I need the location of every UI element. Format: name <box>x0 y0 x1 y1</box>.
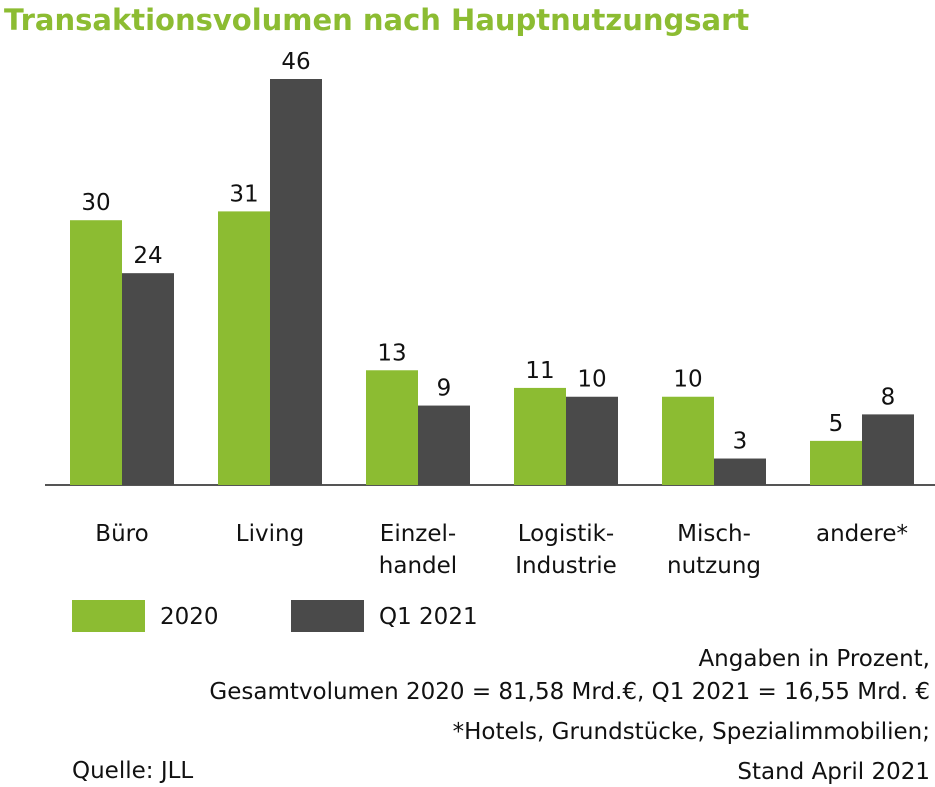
bar <box>366 370 418 485</box>
x-tick-label: Logistik- Industrie <box>515 521 617 579</box>
value-label: 46 <box>281 49 310 75</box>
legend-swatch <box>291 600 364 632</box>
chart-title: Transaktionsvolumen nach Hauptnutzungsar… <box>4 3 749 37</box>
legend-label: 2020 <box>160 604 219 630</box>
bar <box>218 211 270 486</box>
bar <box>70 220 122 485</box>
value-label: 10 <box>577 367 606 393</box>
bar <box>122 273 174 485</box>
value-label: 13 <box>377 340 406 366</box>
x-tick-label: Büro <box>95 521 149 547</box>
value-label: 5 <box>829 411 844 437</box>
x-tick-label: Living <box>235 521 305 547</box>
x-tick-label: Einzel- handel <box>378 521 458 579</box>
legend-label: Q1 2021 <box>379 604 478 630</box>
value-label: 10 <box>673 367 702 393</box>
note: Stand April 2021 <box>737 759 930 785</box>
value-label: 8 <box>881 384 896 410</box>
bar <box>714 458 766 485</box>
x-tick-label: andere* <box>815 521 909 547</box>
bar <box>566 396 618 485</box>
value-label: 11 <box>525 358 554 384</box>
note: Angaben in Prozent, <box>698 646 930 672</box>
source: Quelle: JLL <box>72 758 193 784</box>
bar <box>514 387 566 485</box>
bar <box>270 79 322 485</box>
bar <box>862 414 914 485</box>
bar <box>810 440 862 485</box>
bar <box>662 396 714 485</box>
legend-swatch <box>72 600 145 632</box>
note: *Hotels, Grundstücke, Spezialimmobilien; <box>453 719 930 745</box>
value-label: 9 <box>437 376 452 402</box>
value-label: 3 <box>733 429 748 455</box>
bar <box>418 405 470 485</box>
value-label: 24 <box>133 243 162 269</box>
value-label: 31 <box>229 181 258 207</box>
note: Gesamtvolumen 2020 = 81,58 Mrd.€, Q1 202… <box>209 679 930 705</box>
x-tick-label: Misch- nutzung <box>667 521 761 579</box>
value-label: 30 <box>81 190 110 216</box>
